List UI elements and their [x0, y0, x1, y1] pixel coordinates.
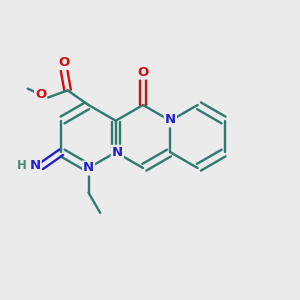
Text: N: N: [112, 146, 123, 159]
Text: N: N: [83, 161, 94, 175]
Text: N: N: [165, 113, 176, 126]
Text: N: N: [29, 159, 40, 172]
Text: H: H: [17, 159, 27, 172]
Text: O: O: [137, 65, 149, 79]
Text: O: O: [35, 88, 46, 101]
Text: O: O: [58, 56, 70, 69]
